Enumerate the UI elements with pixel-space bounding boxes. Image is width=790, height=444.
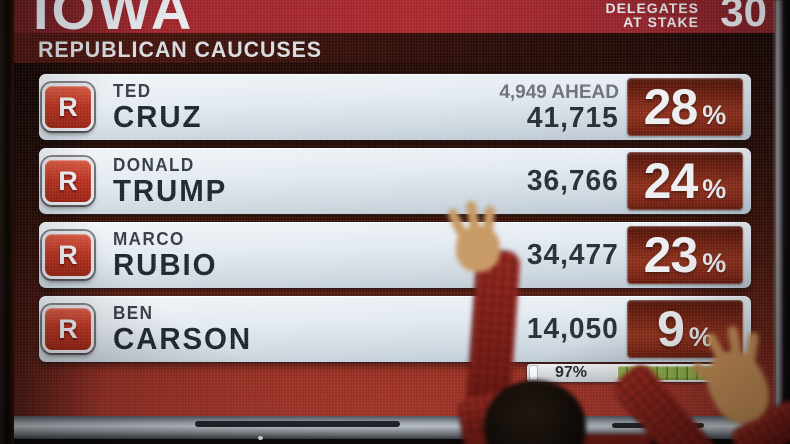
percent-box: 24 % (627, 152, 743, 210)
party-letter: R (58, 91, 78, 122)
results-board: R TED CRUZ 4,949 AHEAD 41,715 28 % R (13, 63, 775, 416)
percent-box: 23 % (627, 226, 743, 284)
candidate-name-block: TED CRUZ (113, 81, 207, 133)
percent-sign: % (702, 100, 727, 130)
lead-margin-note: 4,949 AHEAD (499, 81, 619, 103)
vote-count: 36,766 (527, 165, 619, 197)
republican-party-icon: R (42, 231, 94, 279)
percent-value: 28 (643, 79, 699, 135)
candidate-name-block: DONALD TRUMP (113, 155, 233, 207)
tv-screen: IOWA DELEGATES AT STAKE 30 REPUBLICAN CA… (13, 0, 775, 416)
meter-tab (530, 366, 537, 380)
party-letter: R (58, 239, 78, 270)
percent-value: 24 (643, 153, 699, 209)
race-title: REPUBLICAN CAUCUSES (38, 37, 323, 62)
vote-count: 14,050 (527, 313, 619, 345)
percent-value: 23 (643, 227, 699, 283)
display-ledge (0, 416, 790, 439)
percent-box: 28 % (627, 78, 743, 136)
candidate-first-name: MARCO (113, 229, 185, 249)
state-title: IOWA (33, 0, 195, 33)
party-letter: R (58, 313, 78, 344)
vote-number-block: 34,477 (524, 222, 619, 288)
delegates-label-line2: AT STAKE (623, 14, 699, 30)
candidate-row-carson: R BEN CARSON 14,050 9 % (39, 296, 751, 362)
ledge-slot (612, 423, 704, 428)
percent-sign: % (702, 248, 727, 278)
republican-party-icon: R (42, 83, 94, 131)
header-band: IOWA DELEGATES AT STAKE 30 (13, 0, 775, 33)
vote-number-block: 36,766 (524, 148, 619, 214)
candidate-last-name: TRUMP (113, 173, 228, 208)
candidate-last-name: CRUZ (113, 99, 203, 134)
delegates-count: 30 (720, 0, 767, 33)
reporting-percent: 97% (555, 364, 588, 381)
party-letter: R (58, 165, 78, 196)
candidate-row-cruz: R TED CRUZ 4,949 AHEAD 41,715 28 % (39, 74, 751, 140)
vote-count: 41,715 (527, 101, 619, 134)
tv-bezel-left (0, 0, 14, 444)
precincts-reporting-meter: 97% (527, 364, 755, 382)
candidate-first-name: DONALD (113, 155, 195, 175)
republican-party-icon: R (42, 157, 94, 205)
republican-party-icon: R (42, 305, 94, 353)
vote-count: 34,477 (527, 239, 619, 271)
percent-value: 9 (657, 301, 685, 357)
candidate-first-name: BEN (113, 303, 154, 323)
vote-number-block: 14,050 (524, 296, 619, 362)
candidate-last-name: RUBIO (113, 247, 218, 282)
reporting-progress-bar (618, 366, 752, 380)
screen-edge-reflection (773, 0, 783, 418)
light-speck (258, 436, 263, 440)
candidate-name-block: BEN CARSON (113, 303, 259, 355)
percent-box: 9 % (627, 300, 743, 358)
candidate-last-name: CARSON (113, 321, 253, 356)
delegates-at-stake-label: DELEGATES AT STAKE (605, 1, 699, 29)
percent-sign: % (702, 174, 727, 204)
percent-sign: % (688, 322, 713, 352)
candidate-row-trump: R DONALD TRUMP 36,766 24 % (39, 148, 751, 214)
candidate-first-name: TED (113, 81, 152, 101)
delegates-label-line1: DELEGATES (605, 0, 699, 16)
candidate-row-rubio: R MARCO RUBIO 34,477 23 % (39, 222, 751, 288)
vote-number-block: 4,949 AHEAD 41,715 (499, 74, 619, 140)
ledge-slot (195, 421, 400, 427)
candidate-name-block: MARCO RUBIO (113, 229, 223, 281)
race-band: REPUBLICAN CAUCUSES (13, 33, 775, 63)
